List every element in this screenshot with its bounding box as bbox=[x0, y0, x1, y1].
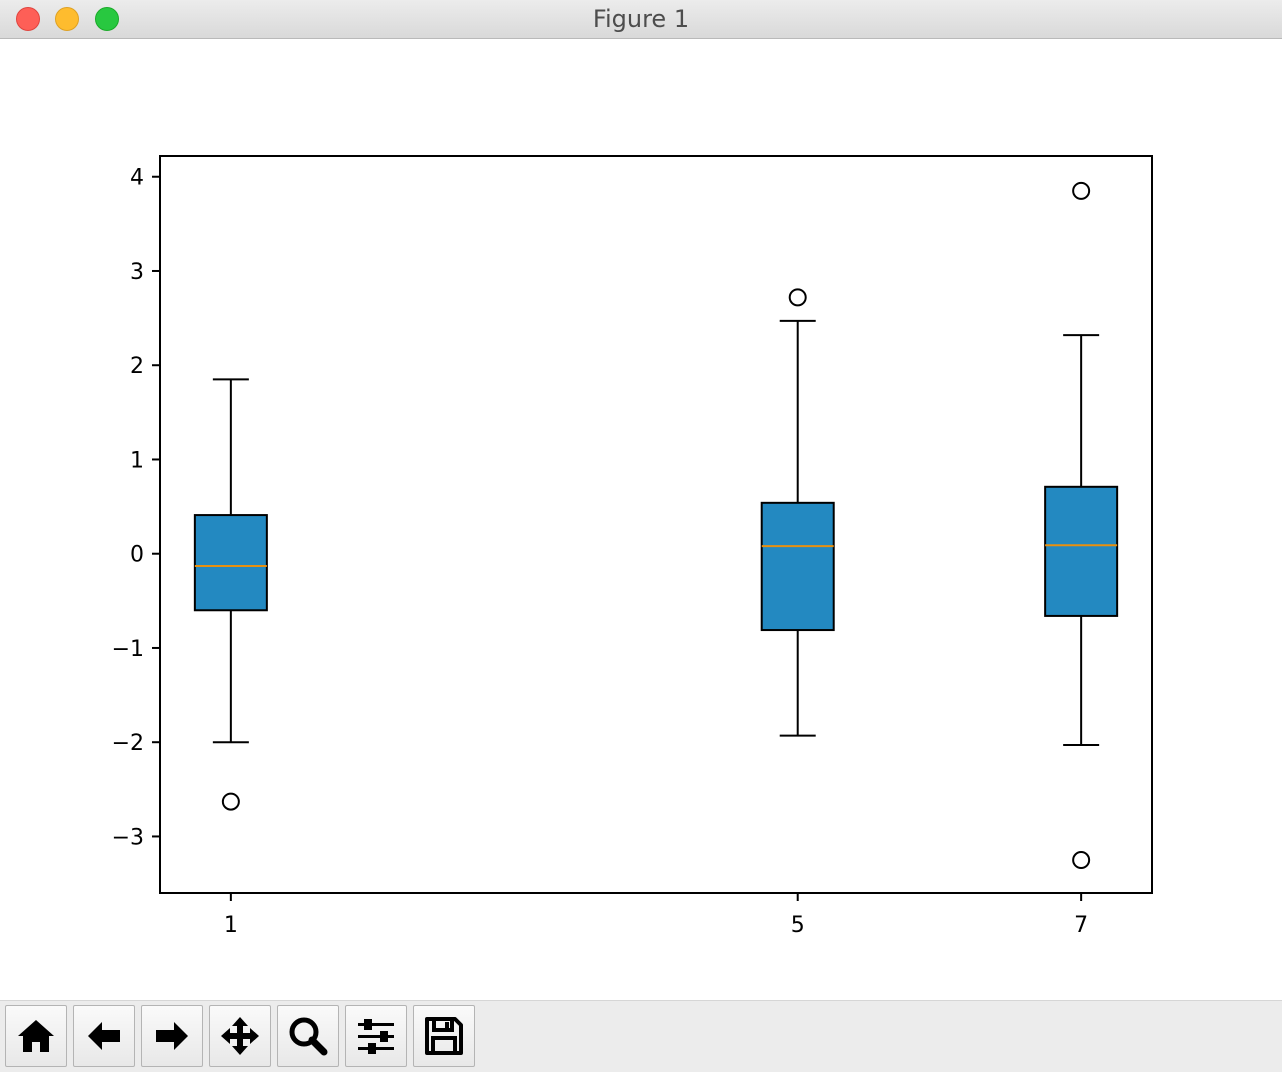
outlier-point bbox=[221, 792, 240, 811]
box-group-1 bbox=[193, 378, 268, 811]
box-group-5 bbox=[760, 288, 835, 737]
y-tick-label: 1 bbox=[130, 448, 144, 473]
figure-canvas[interactable]: 4 3 2 1 0 −1 −2 −3 1 5 7 bbox=[0, 40, 1282, 1000]
x-tick-label: 1 bbox=[224, 913, 238, 938]
zoom-window-button[interactable] bbox=[95, 7, 119, 31]
arrow-left-icon bbox=[88, 1022, 120, 1050]
close-window-button[interactable] bbox=[16, 7, 40, 31]
save-button[interactable] bbox=[413, 1005, 475, 1067]
home-button[interactable] bbox=[5, 1005, 67, 1067]
sliders-icon bbox=[358, 1019, 394, 1054]
window-title: Figure 1 bbox=[592, 5, 690, 33]
y-tick-label: −2 bbox=[112, 731, 144, 756]
home-icon bbox=[18, 1020, 54, 1052]
arrow-right-icon bbox=[156, 1022, 188, 1050]
magnifier-icon bbox=[289, 1017, 328, 1056]
x-tick-label: 5 bbox=[791, 913, 805, 938]
minimize-window-button[interactable] bbox=[55, 7, 79, 31]
back-button[interactable] bbox=[73, 1005, 135, 1067]
y-tick-label: 2 bbox=[130, 354, 144, 379]
navigation-toolbar bbox=[0, 1000, 1282, 1072]
title-bar: Figure 1 bbox=[0, 0, 1282, 39]
y-tick-label: 4 bbox=[130, 166, 144, 191]
floppy-disk-icon bbox=[425, 1017, 463, 1055]
outlier-point bbox=[1072, 851, 1091, 870]
y-tick-label: 3 bbox=[130, 260, 144, 285]
forward-button[interactable] bbox=[141, 1005, 203, 1067]
configure-subplots-button[interactable] bbox=[345, 1005, 407, 1067]
iqr-box bbox=[1044, 485, 1119, 617]
y-tick-label: −1 bbox=[112, 637, 144, 662]
y-axis: 4 3 2 1 0 −1 −2 −3 bbox=[112, 166, 160, 850]
pan-button[interactable] bbox=[209, 1005, 271, 1067]
x-tick-label: 7 bbox=[1074, 913, 1088, 938]
box-group-7 bbox=[1044, 181, 1119, 870]
iqr-box bbox=[760, 501, 835, 632]
y-tick-label: 0 bbox=[130, 543, 144, 568]
x-axis: 1 5 7 bbox=[224, 893, 1088, 938]
outlier-point bbox=[1072, 181, 1091, 200]
move-icon bbox=[221, 1017, 259, 1055]
y-tick-label: −3 bbox=[112, 825, 144, 850]
zoom-button[interactable] bbox=[277, 1005, 339, 1067]
box-plot-chart: 4 3 2 1 0 −1 −2 −3 1 5 7 bbox=[112, 155, 1153, 938]
iqr-box bbox=[193, 514, 268, 612]
outlier-point bbox=[788, 288, 807, 307]
plot-marks bbox=[193, 181, 1119, 870]
axes-frame bbox=[159, 155, 1153, 894]
